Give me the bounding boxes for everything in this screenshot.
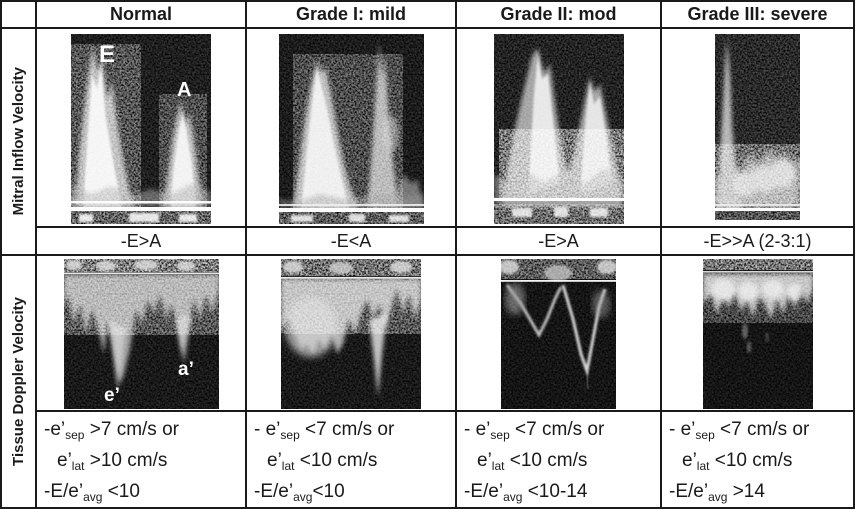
tissue-criteria-grade3: - e’sep <7 cm/s or e’lat <10 cm/s -E/e’a… — [662, 412, 853, 507]
tissue-criteria-grade1: - e’sep <7 cm/s or e’lat <10 cm/s -E/e’a… — [247, 412, 455, 507]
criteria-line-2: e’lat <10 cm/s — [267, 450, 378, 473]
mitral-caption-grade3: -E>>A (2-3:1) — [662, 228, 853, 254]
mitral-image-grade2-cell — [457, 29, 660, 226]
criteria-line-1: -e’sep >7 cm/s or — [44, 419, 179, 442]
criteria-line-1: - e’sep <7 cm/s or — [669, 419, 810, 442]
mitral-image-normal-cell: E A — [37, 29, 245, 226]
row-label-mitral-inflow: Mitral Inflow Velocity — [2, 29, 35, 254]
row-label-tissue-doppler-text: Tissue Doppler Velocity — [10, 297, 27, 466]
criteria-line-3: -E/e’avg <10-14 — [464, 481, 588, 504]
tissue-image-grade1-cell — [247, 256, 455, 410]
tissue-image-grade3-cell — [662, 256, 853, 410]
mitral-grade2-spectrogram — [493, 34, 624, 224]
tissue-image-normal-cell: e’ a’ — [37, 256, 245, 410]
tissue-criteria-grade2: - e’sep <7 cm/s or e’lat <10 cm/s -E/e’a… — [457, 412, 660, 507]
criteria-line-3: -E/e’avg<10 — [254, 481, 345, 504]
a-wave-label: A — [177, 79, 191, 101]
mitral-grade1-spectrogram — [278, 34, 424, 224]
mitral-caption-normal: -E>A — [37, 228, 245, 254]
criteria-line-2: e’lat <10 cm/s — [682, 450, 793, 473]
tissue-grade2-spectrogram — [501, 259, 616, 409]
column-header-grade3: Grade III: severe — [662, 2, 853, 27]
row-label-tissue-doppler: Tissue Doppler Velocity — [2, 256, 35, 507]
criteria-line-3: -E/e’avg <10 — [44, 481, 140, 504]
row-label-mitral-inflow-text: Mitral Inflow Velocity — [10, 67, 27, 216]
tissue-criteria-normal: -e’sep >7 cm/s or e’lat >10 cm/s -E/e’av… — [37, 412, 245, 507]
column-header-normal: Normal — [37, 2, 245, 27]
corner-cell — [2, 2, 35, 27]
mitral-normal-spectrogram: E A — [71, 34, 211, 224]
e-wave-label: E — [99, 41, 115, 68]
tissue-image-grade2-cell — [457, 256, 660, 410]
a-prime-label: a’ — [178, 359, 194, 380]
tissue-normal-spectrogram: e’ a’ — [63, 259, 219, 409]
column-header-grade1: Grade I: mild — [247, 2, 455, 27]
tissue-grade1-spectrogram — [281, 259, 421, 409]
mitral-caption-grade1: -E<A — [247, 228, 455, 254]
criteria-line-1: - e’sep <7 cm/s or — [464, 419, 605, 442]
tissue-grade3-spectrogram — [702, 259, 813, 409]
mitral-caption-grade2: -E>A — [457, 228, 660, 254]
e-prime-label: e’ — [104, 385, 120, 406]
criteria-line-2: e’lat >10 cm/s — [57, 450, 168, 473]
column-header-grade2: Grade II: mod — [457, 2, 660, 27]
criteria-line-1: - e’sep <7 cm/s or — [254, 419, 395, 442]
mitral-image-grade3-cell — [662, 29, 853, 226]
criteria-line-3: -E/e’avg >14 — [669, 481, 765, 504]
mitral-image-grade1-cell — [247, 29, 455, 226]
mitral-grade3-spectrogram — [715, 34, 800, 220]
criteria-line-2: e’lat <10 cm/s — [477, 450, 588, 473]
